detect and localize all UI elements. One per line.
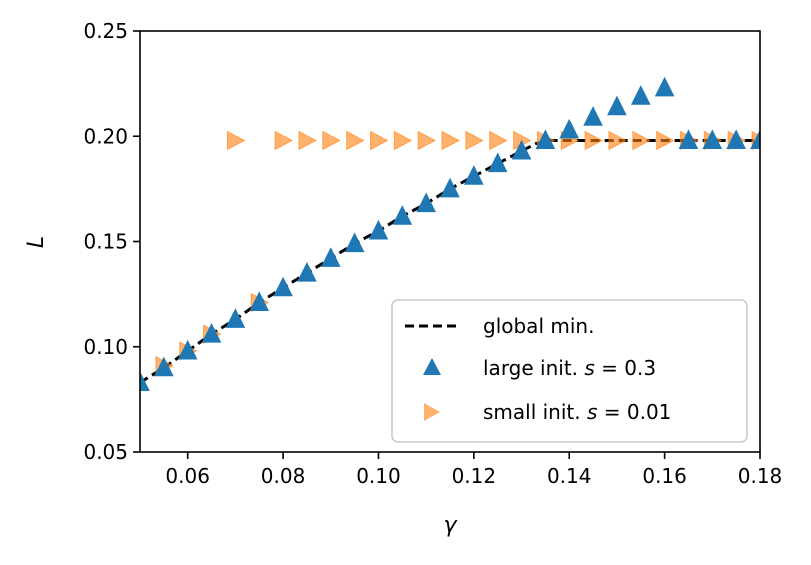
legend-large-init-prefix: large init. [483, 356, 584, 380]
large-init-point [702, 129, 723, 149]
small-init-point [298, 130, 317, 151]
x-axis-label: γ [443, 513, 457, 538]
small-init-point [656, 130, 675, 151]
y-tick-label: 0.25 [83, 19, 128, 43]
legend-large-init-swatch [423, 358, 441, 375]
legend-large-init-value: = 0.3 [595, 356, 656, 380]
large-init-point [559, 118, 580, 139]
large-init-point [654, 76, 675, 97]
x-tick-label: 0.16 [642, 464, 687, 488]
small-init-point [584, 130, 604, 151]
x-tick-label: 0.18 [738, 464, 783, 488]
large-init-point [464, 165, 484, 185]
legend-small-init-prefix: small init. [483, 400, 587, 424]
legend: global min. large init. s = 0.3 small in… [391, 299, 748, 443]
legend-small-init-value: = 0.01 [597, 400, 671, 424]
legend-global-min-label: global min. [483, 314, 594, 338]
large-init-point [140, 371, 150, 392]
large-init-point [392, 205, 413, 225]
large-init-point [273, 276, 293, 297]
y-tick-label: 0.10 [83, 335, 128, 359]
legend-frame [391, 299, 748, 443]
large-init-point [154, 356, 174, 377]
large-init-point [225, 308, 246, 328]
legend-small-init-swatch [424, 403, 440, 421]
small-init-point [632, 130, 651, 151]
large-init-point [201, 323, 222, 343]
x-tick-label: 0.14 [547, 464, 592, 488]
small-init-point [369, 130, 389, 151]
large-init-point [297, 261, 317, 282]
legend-large-init-variable: s [584, 356, 594, 380]
large-init-point [678, 129, 699, 149]
x-tick-label: 0.08 [261, 464, 306, 488]
small-init-point [322, 130, 341, 151]
large-init-point [511, 139, 532, 160]
small-init-point [393, 130, 413, 151]
y-tick-label: 0.05 [83, 440, 128, 464]
large-init-point [440, 177, 460, 198]
x-tick-label: 0.10 [356, 464, 401, 488]
y-axis-label: L [24, 236, 49, 248]
large-init-point [750, 129, 760, 149]
large-init-point [368, 219, 389, 240]
x-tick-label: 0.06 [165, 464, 210, 488]
small-init-point [489, 130, 508, 151]
plot-content [140, 76, 760, 392]
legend-small-init-label: small init. s = 0.01 [483, 400, 671, 424]
large-init-point [583, 106, 603, 126]
small-init-point [226, 130, 246, 151]
small-init-point [608, 130, 627, 151]
large-init-point [630, 85, 651, 105]
small-init-point [274, 130, 294, 151]
large-init-point [249, 291, 270, 312]
small-init-point [346, 130, 365, 151]
large-init-point [177, 339, 198, 360]
small-init-point [441, 130, 461, 151]
y-tick-label: 0.15 [83, 230, 128, 254]
large-init-point [535, 129, 556, 149]
y-axis-ticks: 0.05 0.10 0.15 0.20 0.25 [83, 19, 140, 464]
small-init-point [417, 130, 437, 151]
plot-frame [139, 30, 761, 453]
large-init-point [726, 129, 746, 149]
large-init-point [320, 247, 341, 267]
small-init-point [465, 130, 484, 151]
large-init-series [140, 76, 760, 392]
legend-small-init-variable: s [587, 400, 597, 424]
large-init-point [607, 95, 627, 116]
x-axis-ticks: 0.06 0.08 0.10 0.12 0.14 0.16 0.18 [165, 452, 782, 488]
large-init-point [344, 232, 365, 253]
x-tick-label: 0.12 [452, 464, 497, 488]
large-init-point [487, 152, 508, 173]
legend-large-init-label: large init. s = 0.3 [483, 356, 656, 380]
large-init-point [416, 192, 436, 213]
y-tick-label: 0.20 [83, 124, 128, 148]
